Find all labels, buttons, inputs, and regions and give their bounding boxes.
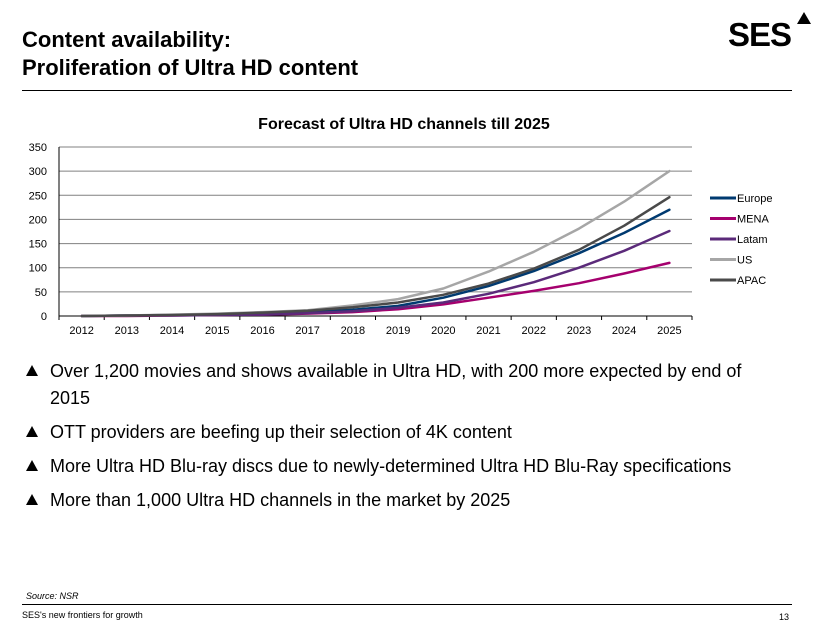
x-tick-label: 2024	[612, 325, 636, 337]
x-tick-label: 2022	[522, 325, 546, 337]
page-number: 13	[779, 612, 790, 622]
legend-label: Latam	[737, 234, 768, 246]
ses-logo: SES	[728, 12, 811, 52]
x-tick-label: 2015	[205, 325, 229, 337]
x-tick-label: 2020	[431, 325, 455, 337]
bullet-text: More than 1,000 Ultra HD channels in the…	[50, 490, 511, 510]
x-tick-label: 2023	[567, 325, 591, 337]
chart-series	[80, 169, 671, 318]
legend-label: APAC	[737, 275, 766, 287]
x-tick-label: 2014	[160, 325, 184, 337]
ses-logo-triangle-icon	[797, 12, 811, 24]
x-tick-label: 2018	[341, 325, 365, 337]
bullet-item: More than 1,000 Ultra HD channels in the…	[26, 487, 786, 514]
series-line-europe	[80, 208, 671, 318]
chart-title: Forecast of Ultra HD channels till 2025	[258, 116, 550, 133]
footer-text: SES's new frontiers for growth	[22, 610, 143, 620]
title-line-1: Content availability:	[22, 27, 232, 52]
y-tick-label: 350	[29, 142, 47, 154]
x-tick-label: 2017	[295, 325, 319, 337]
title-line-2: Proliferation of Ultra HD content	[22, 55, 359, 80]
triangle-bullet-icon	[26, 460, 38, 471]
x-tick-label: 2019	[386, 325, 410, 337]
y-tick-label: 100	[29, 263, 47, 275]
chart-gridlines	[59, 146, 692, 317]
y-tick-label: 50	[35, 287, 47, 299]
bullet-text: OTT providers are beefing up their selec…	[50, 422, 512, 442]
header-divider	[22, 90, 792, 91]
x-tick-label: 2021	[476, 325, 500, 337]
triangle-bullet-icon	[26, 365, 38, 376]
x-tick-label: 2013	[115, 325, 139, 337]
triangle-bullet-icon	[26, 494, 38, 505]
x-tick-label: 2012	[69, 325, 93, 337]
bullet-item: Over 1,200 movies and shows available in…	[26, 358, 786, 412]
slide-title: Content availability: Proliferation of U…	[22, 26, 358, 82]
bullet-item: OTT providers are beefing up their selec…	[26, 419, 786, 446]
bullet-item: More Ultra HD Blu-ray discs due to newly…	[26, 453, 786, 480]
chart-legend: Europe MENA Latam US APAC	[710, 193, 772, 287]
uhd-forecast-chart: Forecast of Ultra HD channels till 2025 …	[29, 116, 773, 337]
y-tick-label: 250	[29, 190, 47, 202]
legend-label: MENA	[737, 214, 769, 226]
ses-logo-text: SES	[728, 16, 791, 52]
legend-label: US	[737, 255, 752, 267]
chart-axes: 0 50 100 150 200 250 300 350 2012 2013 2014 2015 201…	[29, 142, 693, 337]
y-tick-label: 200	[29, 214, 47, 226]
y-tick-label: 300	[29, 166, 47, 178]
bullet-list: Over 1,200 movies and shows available in…	[26, 358, 786, 521]
bullet-text: Over 1,200 movies and shows available in…	[50, 361, 742, 408]
legend-label: Europe	[737, 193, 772, 205]
y-tick-label: 0	[41, 311, 47, 323]
triangle-bullet-icon	[26, 426, 38, 437]
footer-divider	[22, 604, 792, 605]
y-tick-label: 150	[29, 239, 47, 251]
x-tick-label: 2016	[250, 325, 274, 337]
source-note: Source: NSR	[26, 591, 79, 601]
series-line-apac	[80, 195, 671, 318]
bullet-text: More Ultra HD Blu-ray discs due to newly…	[50, 456, 732, 476]
x-tick-label: 2025	[657, 325, 681, 337]
